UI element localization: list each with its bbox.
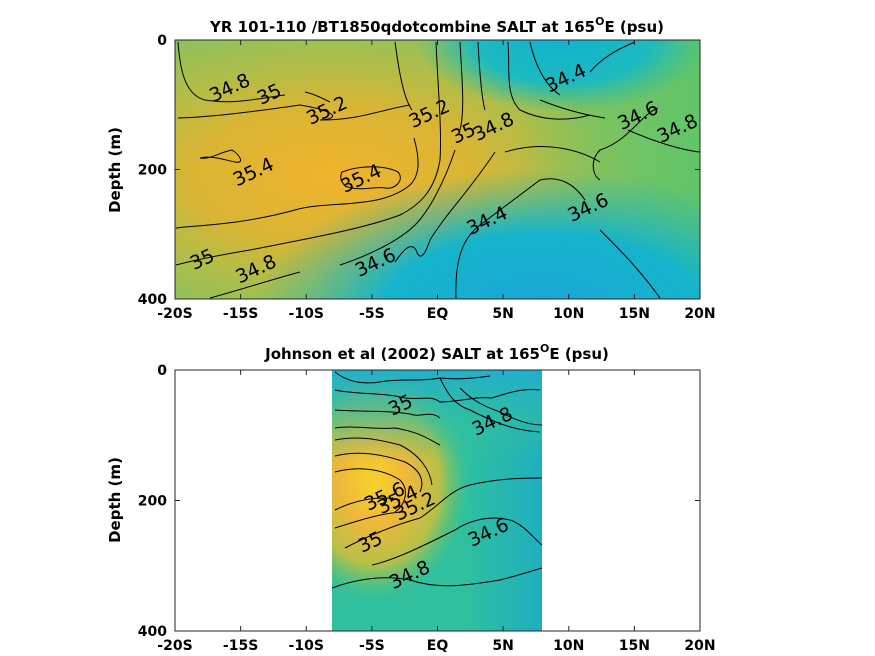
x-tick-label: -15S xyxy=(223,306,258,322)
panel-obs-ticks: -20S -15S -10S -5S EQ 5N 10N 15N 20N 0 200 400 xyxy=(138,363,716,654)
x-tick-label: 20N xyxy=(684,306,715,322)
x-tick-label: EQ xyxy=(427,306,449,322)
contour-lines-model xyxy=(175,41,700,299)
contour-lines-obs xyxy=(332,371,542,589)
panel-obs-title: Johnson et al (2002) SALT at 165OE (psu) xyxy=(264,342,609,363)
x-tick-label: EQ xyxy=(427,638,449,654)
x-tick-label: -10S xyxy=(289,306,324,322)
x-tick-label: 10N xyxy=(553,638,584,654)
x-tick-label: 15N xyxy=(619,306,650,322)
x-tick-label: -5S xyxy=(359,306,385,322)
panel-model: YR 101-110 /BT1850qdotcombine SALT at 16… xyxy=(106,15,716,322)
y-tick-label: 400 xyxy=(138,624,167,640)
y-tick-label: 0 xyxy=(157,363,167,379)
y-tick-label: 400 xyxy=(138,292,167,308)
panel-model-title: YR 101-110 /BT1850qdotcombine SALT at 16… xyxy=(209,15,664,36)
panel-model-ylabel: Depth (m) xyxy=(106,127,124,213)
y-tick-label: 200 xyxy=(138,163,167,179)
x-tick-label: -15S xyxy=(223,638,258,654)
salinity-field-model xyxy=(175,40,700,299)
panel-model-ticks: -20S -15S -10S -5S EQ 5N 10N 15N 20N 0 200 400 xyxy=(138,33,716,322)
x-tick-label: 5N xyxy=(492,638,513,654)
salinity-field-obs xyxy=(332,370,542,631)
x-tick-label: -10S xyxy=(289,638,324,654)
x-tick-label: 20N xyxy=(684,638,715,654)
y-tick-label: 200 xyxy=(138,494,167,510)
panel-obs-ylabel: Depth (m) xyxy=(106,457,124,543)
y-tick-label: 0 xyxy=(157,33,167,49)
x-tick-label: 10N xyxy=(553,306,584,322)
x-tick-label: 5N xyxy=(492,306,513,322)
x-tick-label: -20S xyxy=(157,306,192,322)
x-tick-label: -5S xyxy=(359,638,385,654)
x-tick-label: -20S xyxy=(157,638,192,654)
panel-obs: Johnson et al (2002) SALT at 165OE (psu) xyxy=(106,342,716,654)
x-tick-label: 15N xyxy=(619,638,650,654)
